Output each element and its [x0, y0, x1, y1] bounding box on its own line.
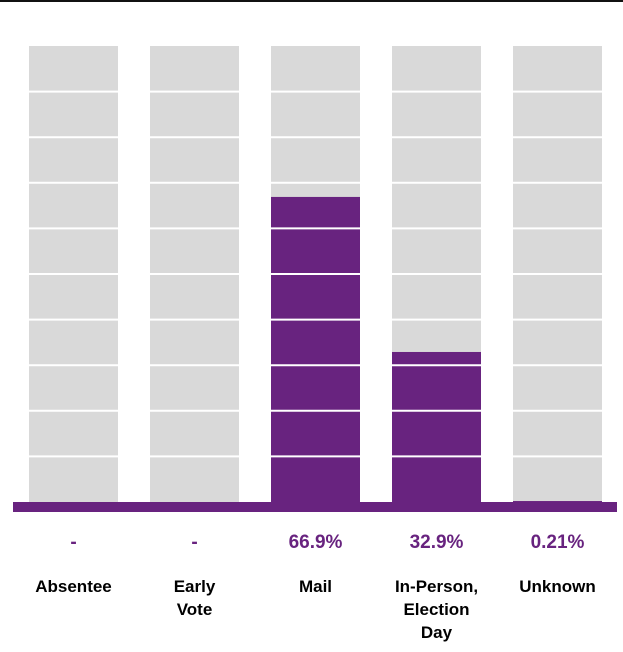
data-label-absentee: -	[70, 532, 76, 553]
bar-in-person-election-day	[392, 351, 481, 502]
top-rule	[0, 0, 623, 2]
category-label-line: Unknown	[519, 577, 596, 596]
bar-mail	[271, 196, 360, 502]
category-label-line: Vote	[177, 600, 213, 619]
category-label-early-vote: Early Vote	[174, 577, 216, 619]
category-label-line: Election	[403, 600, 469, 619]
bar-unknown	[513, 501, 602, 502]
category-label-mail: Mail	[299, 577, 332, 596]
x-axis-baseline	[13, 502, 617, 512]
data-label-in-person-election-day: 32.9%	[410, 532, 464, 553]
category-label-line: In-Person,	[395, 577, 478, 596]
category-label-line: Day	[421, 623, 453, 642]
category-label-unknown: Unknown	[519, 577, 596, 596]
data-label-mail: 66.9%	[289, 532, 343, 553]
category-label-line: Early	[174, 577, 216, 596]
data-label-early-vote: -	[191, 532, 197, 553]
category-label-line: Absentee	[35, 577, 112, 596]
data-label-unknown: 0.21%	[531, 532, 585, 553]
category-label-in-person-election-day: In-Person, Election Day	[395, 577, 478, 642]
category-label-absentee: Absentee	[35, 577, 112, 596]
category-label-line: Mail	[299, 577, 332, 596]
